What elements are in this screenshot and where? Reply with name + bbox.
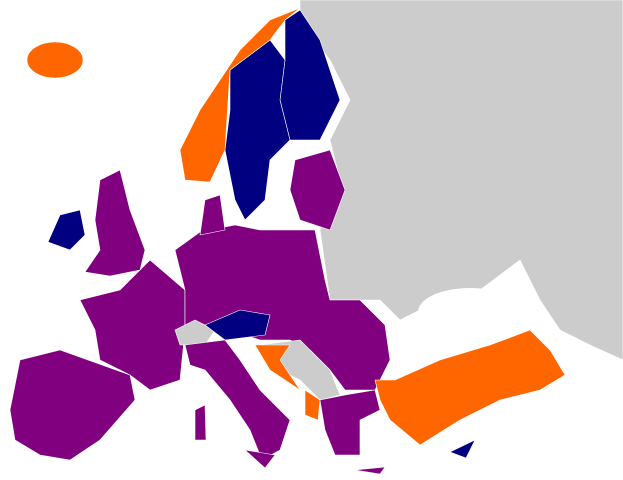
sardinia [194,404,207,441]
iceland [26,41,84,79]
denmark [199,194,226,236]
norway [179,7,301,183]
france [79,259,186,391]
crete [354,466,386,475]
croatia [254,344,301,391]
austria [204,309,271,341]
switzerland [174,319,216,346]
greece-bulgaria [319,389,381,456]
cyprus [449,439,476,459]
sweden [224,39,291,221]
baltics [289,149,346,231]
sicily [244,449,276,469]
eastern-land [299,0,623,361]
montenegro [304,389,321,421]
iberia [9,349,136,461]
black-sea [418,288,522,336]
ireland [47,209,86,251]
united-kingdom [84,169,146,277]
turkey [374,329,566,446]
